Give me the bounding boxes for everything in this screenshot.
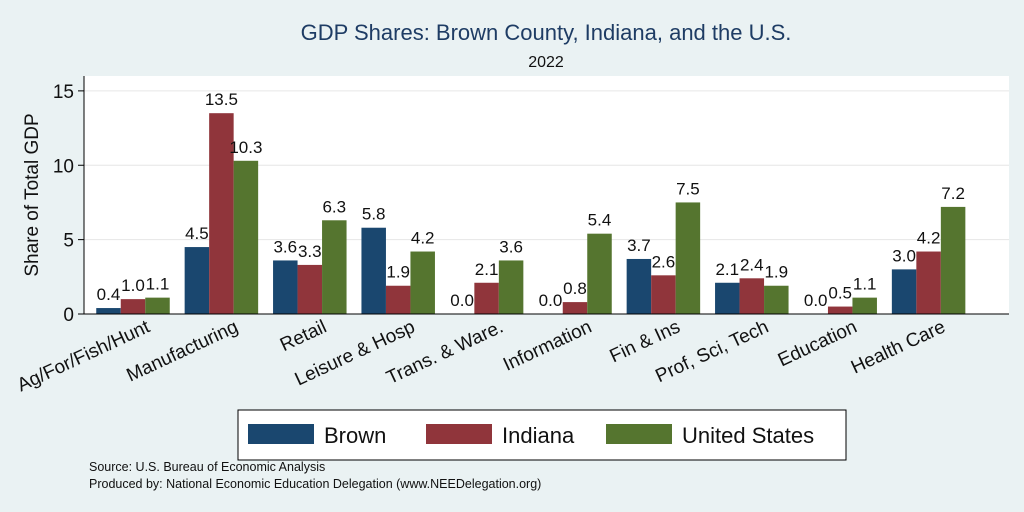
data-label: 3.6 [499, 237, 523, 256]
data-label: 7.5 [676, 179, 700, 198]
data-label: 10.3 [229, 138, 262, 157]
data-label: 1.9 [764, 263, 788, 282]
bar-indiana [209, 113, 234, 314]
data-label: 0.0 [804, 291, 828, 310]
bar-series [96, 113, 966, 314]
data-label: 13.5 [205, 90, 238, 109]
bar-united-states [410, 251, 435, 314]
bar-brown [184, 247, 210, 314]
data-label: 3.7 [627, 236, 651, 255]
data-label: 4.2 [917, 229, 941, 248]
data-label: 0.5 [828, 284, 852, 303]
y-tick-label: 0 [63, 305, 74, 326]
data-label: 2.1 [715, 260, 739, 279]
bar-brown [626, 258, 652, 314]
data-label: 4.5 [185, 224, 209, 243]
bar-indiana [916, 251, 941, 314]
data-label: 1.0 [121, 276, 145, 295]
data-label: 2.6 [652, 252, 676, 271]
data-label: 5.4 [588, 211, 612, 230]
produced-by-note: Produced by: National Economic Education… [89, 477, 541, 491]
data-label: 0.4 [97, 285, 121, 304]
y-tick-label: 15 [53, 82, 74, 103]
bar-brown [361, 227, 386, 314]
legend-label: United States [682, 423, 814, 448]
data-label: 3.0 [892, 246, 916, 265]
data-label: 0.8 [563, 279, 587, 298]
data-label: 0.0 [539, 291, 563, 310]
bar-indiana [827, 306, 853, 314]
bar-united-states [852, 297, 877, 314]
bar-united-states [145, 297, 170, 314]
data-label: 4.2 [411, 229, 435, 248]
data-label: 2.4 [740, 255, 764, 274]
bar-indiana [739, 278, 765, 314]
legend-swatch [426, 424, 492, 444]
legend-swatch [248, 424, 314, 444]
data-label: 7.2 [941, 184, 965, 203]
legend: Brown Indiana United States [237, 409, 847, 461]
bar-united-states [587, 233, 612, 314]
chart-title: GDP Shares: Brown County, Indiana, and t… [301, 20, 792, 45]
bar-brown [891, 269, 917, 314]
data-labels: 0.4 1.0 1.14.513.510.33.6 3.36.3 5.81.94.20.… [97, 90, 965, 310]
bar-united-states [675, 202, 701, 314]
y-axis-title: Share of Total GDP [22, 113, 43, 276]
y-tick-label: 10 [53, 156, 74, 177]
chart-subtitle: 2022 [528, 54, 564, 71]
y-axis-ticks: 0 5 10 15 [53, 82, 84, 326]
data-label: 0.0 [450, 291, 474, 310]
data-label: 3.6 [273, 237, 297, 256]
y-tick-label: 5 [63, 231, 74, 252]
data-label: 5.8 [362, 205, 386, 224]
bar-united-states [322, 220, 347, 314]
legend-label: Indiana [502, 423, 575, 448]
data-label: 6.3 [322, 197, 346, 216]
bar-indiana [562, 302, 588, 314]
bar-united-states [764, 285, 789, 314]
legend-swatch [606, 424, 672, 444]
bar-indiana [474, 282, 499, 314]
bar-brown [715, 282, 740, 314]
bar-brown [273, 260, 298, 314]
source-note: Source: U.S. Bureau of Economic Analysis [89, 460, 325, 474]
data-label: 1.1 [146, 275, 170, 294]
bar-united-states [233, 160, 259, 314]
bar-united-states [940, 206, 966, 314]
data-label: 2.1 [475, 260, 499, 279]
data-label: 1.1 [853, 275, 877, 294]
data-label: 1.9 [386, 263, 410, 282]
bar-brown [96, 308, 121, 314]
bar-indiana [651, 275, 676, 314]
legend-label: Brown [324, 423, 386, 448]
data-label: 3.3 [298, 242, 322, 261]
bar-united-states [498, 260, 524, 314]
bar-indiana [297, 264, 323, 314]
legend-box [237, 409, 847, 461]
bar-indiana [385, 285, 411, 314]
bar-indiana [120, 299, 146, 314]
